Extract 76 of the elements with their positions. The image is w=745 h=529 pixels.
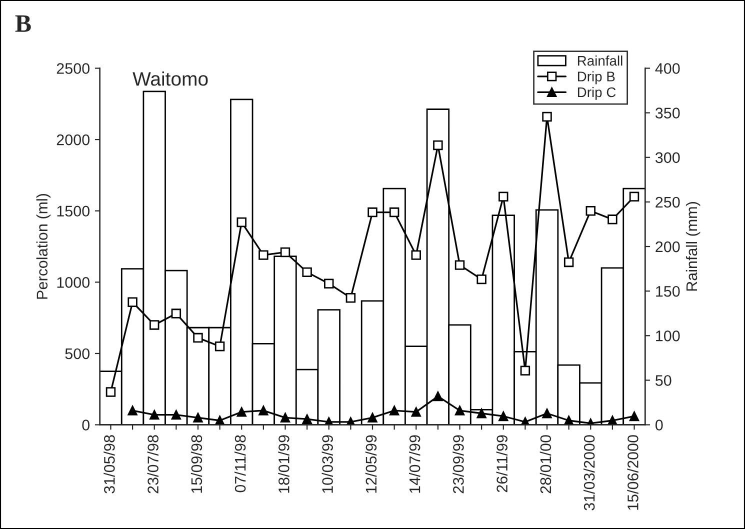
x-tick-label: 14/07/99 <box>409 435 420 493</box>
y-tick-label: 2500 <box>56 63 90 74</box>
x-tick-label: 23/09/99 <box>452 435 464 494</box>
y2-tick-label: 200 <box>656 241 680 252</box>
point <box>542 112 552 122</box>
x-tick-label: 07/11/98 <box>234 435 246 492</box>
point <box>171 410 182 420</box>
x-tick-label: 10/03/99 <box>322 435 333 493</box>
x-tick-label: 31/05/98 <box>104 435 115 494</box>
point <box>193 332 203 343</box>
point <box>389 207 400 218</box>
point <box>171 308 182 318</box>
point <box>128 406 138 416</box>
point <box>258 406 268 416</box>
x-tick-label: 26/11/99 <box>496 435 508 492</box>
legend-label: Drip B <box>578 71 615 84</box>
point <box>324 278 334 288</box>
point <box>498 411 508 422</box>
chart-title: B <box>15 15 31 32</box>
x-tick-label: 31/03/2000 <box>584 435 595 510</box>
point <box>411 407 421 417</box>
x-tick-label: 12/05/99 <box>365 435 377 493</box>
y2-tick-label: 100 <box>656 330 680 342</box>
point <box>564 257 574 268</box>
point <box>302 414 312 424</box>
y2-axis-title: Rainfall (mm) <box>686 202 700 291</box>
point <box>454 260 465 270</box>
y-tick-label: 1500 <box>57 206 90 217</box>
point <box>476 274 486 284</box>
point <box>280 412 290 423</box>
point <box>520 366 530 376</box>
point <box>236 407 246 417</box>
point <box>214 341 225 352</box>
y2-tick-label: 350 <box>655 108 680 118</box>
point <box>368 412 378 423</box>
point <box>433 140 443 150</box>
x-tick-label: 28/01/00 <box>540 435 552 494</box>
y2-tick-label: 300 <box>655 152 680 164</box>
x-tick-label: 23/07/98 <box>147 435 158 494</box>
point <box>150 320 160 330</box>
y2-tick-label: 400 <box>655 63 680 74</box>
y2-tick-label: 150 <box>656 286 680 297</box>
y-axis-title: Percolation (ml) <box>36 194 51 299</box>
point <box>128 297 138 307</box>
y2-tick-label: 50 <box>656 375 672 386</box>
point <box>150 410 160 420</box>
y-tick-label: 2000 <box>56 134 90 146</box>
x-tick-label: 18/01/99 <box>278 435 290 493</box>
point <box>368 207 378 218</box>
point <box>629 411 640 422</box>
point <box>389 406 400 416</box>
legend-label: Rainfall <box>578 56 622 66</box>
point <box>280 247 290 258</box>
point <box>346 292 356 303</box>
x-tick-label: 15/06/2000 <box>627 435 638 510</box>
point <box>193 412 203 423</box>
chart-subtitle: Waitomo <box>132 72 208 86</box>
point <box>586 206 596 216</box>
y-tick-label: 0 <box>82 420 90 430</box>
point <box>302 267 312 278</box>
point <box>608 214 618 224</box>
y2-tick-label: 0 <box>655 420 663 430</box>
point <box>411 250 421 260</box>
point <box>433 391 443 402</box>
point <box>542 408 552 418</box>
y2-tick-label: 250 <box>656 196 680 208</box>
point <box>236 217 246 228</box>
y-tick-label: 500 <box>65 348 90 360</box>
point <box>258 250 268 260</box>
point <box>454 406 465 416</box>
point <box>498 192 508 202</box>
point <box>106 387 116 397</box>
x-tick-label: 15/09/98 <box>190 435 202 493</box>
point <box>629 192 640 202</box>
legend-label: Drip C <box>578 86 616 100</box>
y-tick-label: 1000 <box>57 277 90 288</box>
